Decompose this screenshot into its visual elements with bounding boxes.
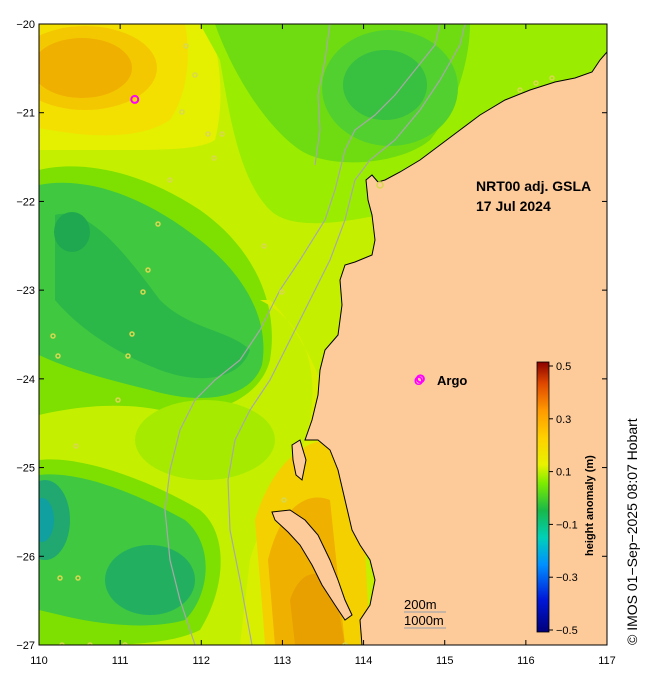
colorbar-label: height anomaly (m) [584, 455, 596, 556]
colorbar [536, 361, 550, 633]
argo-legend-label: Argo [437, 373, 467, 388]
y-tick-label: −24 [16, 374, 35, 386]
y-tick-label: −23 [16, 285, 35, 297]
colorbar-tick-label: 0.1 [556, 467, 571, 479]
y-tick-label: −27 [16, 640, 35, 652]
argo-markers [130, 94, 425, 384]
argo-float-marker [415, 374, 425, 384]
x-tick-label: 110 [30, 655, 48, 667]
contour-label-1000m: 1000m [404, 613, 444, 628]
x-tick-label: 114 [355, 655, 373, 667]
observation-points [50, 43, 555, 645]
colorbar-tick-label: −0.1 [556, 519, 578, 531]
y-tick-label: −22 [16, 196, 35, 208]
colorbar-ticks: 0.5 0.3 0.1 −0.1 −0.3 −0.5 [549, 361, 578, 637]
credit-text: © IMOS 01−Sep−2025 08:07 Hobart [624, 418, 640, 645]
y-tick-label: −20 [16, 19, 35, 31]
argo-legend-marker: O [414, 374, 423, 388]
x-tick-label: 117 [598, 655, 616, 667]
australia-landmass [271, 51, 607, 645]
y-tick-label: −21 [16, 108, 35, 120]
colorbar-tick-label: −0.3 [556, 572, 578, 584]
x-tick-label: 112 [193, 655, 211, 667]
bathymetry-contours [164, 24, 466, 645]
colorbar-tick-label: 0.3 [556, 414, 571, 426]
colorbar-tick-label: −0.5 [556, 625, 578, 637]
x-tick-label: 115 [436, 655, 454, 667]
y-tick-label: −25 [16, 463, 35, 475]
y-axis-ticks: −20 −21 −22 −23 −24 −25 −26 −27 [16, 19, 607, 652]
y-tick-label: −26 [16, 551, 35, 563]
plot-frame [38, 23, 608, 646]
argo-float-marker [130, 94, 140, 104]
contour-label-200m: 200m [404, 597, 437, 612]
x-tick-label: 111 [112, 655, 129, 667]
x-axis-ticks: 110 111 112 113 114 115 116 117 [30, 24, 616, 667]
map-title-line1: NRT00 adj. GSLA [476, 178, 591, 194]
x-tick-label: 113 [274, 655, 292, 667]
map-title-line2: 17 Jul 2024 [476, 198, 551, 214]
colorbar-tick-label: 0.5 [556, 361, 571, 373]
x-tick-label: 116 [517, 655, 535, 667]
